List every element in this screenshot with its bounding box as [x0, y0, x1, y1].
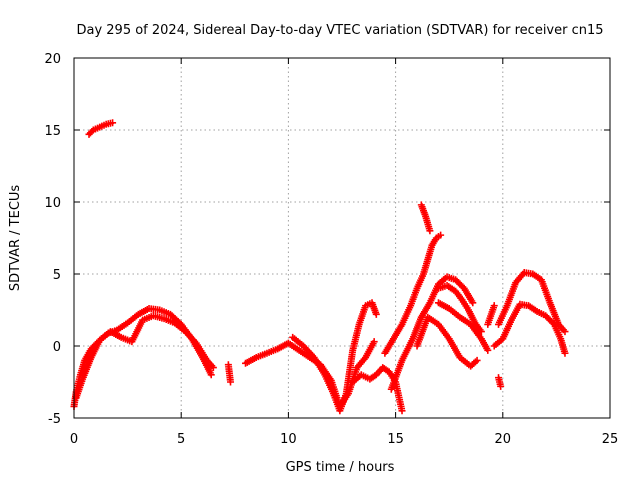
y-tick-label: 15 — [44, 124, 61, 139]
data-point — [561, 349, 569, 357]
grid — [74, 58, 610, 418]
x-axis-label: GPS time / hours — [286, 460, 395, 475]
data-point — [484, 346, 492, 354]
data-point — [437, 231, 445, 239]
series-trace-m — [434, 299, 492, 354]
data-point — [109, 119, 117, 127]
data-point — [372, 310, 380, 318]
data-point — [227, 378, 235, 386]
series-trace-q — [490, 300, 569, 357]
data-point — [561, 328, 569, 336]
series-trace-k — [434, 282, 485, 336]
y-tick-label: -5 — [48, 412, 61, 427]
data-point — [490, 302, 498, 310]
data-point — [88, 127, 96, 135]
x-tick-labels: 0 5 10 15 20 25 — [70, 432, 618, 447]
x-tick-label: 10 — [280, 432, 297, 447]
axis-ticks — [73, 57, 611, 419]
y-tick-label: 20 — [44, 52, 61, 67]
data-point — [497, 382, 505, 390]
series-trace-b — [72, 312, 217, 402]
series-trace-f — [289, 299, 380, 415]
series-trace-i — [417, 201, 434, 235]
series-trace-c — [85, 119, 117, 138]
y-tick-labels: -5 0 5 10 15 20 — [44, 52, 61, 427]
y-tick-label: 10 — [44, 196, 61, 211]
x-tick-label: 15 — [387, 432, 404, 447]
data-point — [398, 407, 406, 415]
y-tick-label: 5 — [53, 268, 61, 283]
plot-frame — [73, 57, 611, 419]
data-point — [209, 364, 217, 372]
data-point — [473, 356, 481, 364]
y-axis-label: SDTVAR / TECUs — [8, 185, 23, 292]
series-trace-p — [495, 269, 569, 336]
data-point — [426, 227, 434, 235]
data-point — [469, 299, 477, 307]
data-marks — [70, 119, 569, 415]
series-trace-j — [387, 273, 477, 393]
data-point — [370, 338, 378, 346]
series-trace-d — [224, 361, 235, 386]
x-tick-label: 5 — [177, 432, 185, 447]
y-tick-label: 0 — [53, 340, 61, 355]
series-trace-o — [495, 374, 505, 390]
x-tick-label: 20 — [495, 432, 512, 447]
series-trace-n — [484, 302, 498, 328]
x-tick-label: 25 — [602, 432, 619, 447]
series-trace-l — [413, 313, 481, 370]
data-point — [207, 371, 215, 379]
x-tick-label: 0 — [70, 432, 78, 447]
series-trace-h — [381, 231, 445, 357]
chart-title: Day 295 of 2024, Sidereal Day-to-day VTE… — [76, 23, 603, 38]
